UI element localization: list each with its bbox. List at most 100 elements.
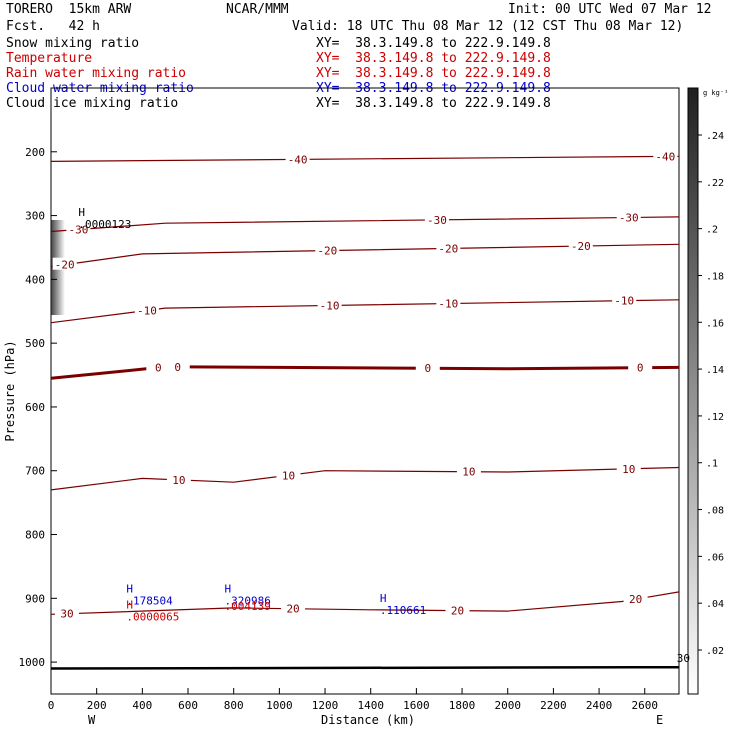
legend-rain-xy: XY= 38.3.149.8 to 222.9.149.8 bbox=[316, 66, 551, 81]
maximum-label: .320986 bbox=[225, 594, 271, 607]
contour-label-bg bbox=[146, 360, 171, 373]
contour-label-bg bbox=[134, 303, 159, 316]
maximum-label: .004139 bbox=[225, 600, 271, 613]
temp-contour--30 bbox=[50, 216, 680, 233]
maximum-label: 30 bbox=[677, 652, 690, 665]
temp-contour--20 bbox=[50, 243, 680, 268]
contour-label-bg bbox=[281, 601, 306, 614]
plot-frame bbox=[50, 87, 680, 695]
x-tick-label: 2600 bbox=[631, 699, 658, 712]
x-tick-label: 1400 bbox=[357, 699, 384, 712]
maximum-label: H bbox=[78, 206, 85, 219]
contour-label: -10 bbox=[614, 295, 634, 308]
colorbar-tick-label: .14 bbox=[706, 365, 724, 376]
y-tick-label: 900 bbox=[25, 592, 45, 605]
x-tick-label: 400 bbox=[132, 699, 152, 712]
contour-label-bg bbox=[166, 472, 191, 485]
contour-label: 10 bbox=[622, 463, 635, 476]
maximum-label: H bbox=[126, 582, 133, 595]
contour-label: 20 bbox=[629, 593, 642, 606]
y-tick-label: 700 bbox=[25, 465, 45, 478]
contour-label: 20 bbox=[286, 603, 299, 616]
maximum-label: H bbox=[225, 582, 232, 595]
temp-contour-10 bbox=[50, 466, 680, 491]
x-tick-label: 1600 bbox=[403, 699, 430, 712]
contour-label: -30 bbox=[427, 214, 447, 227]
forecast-hour: Fcst. 42 h bbox=[6, 19, 100, 34]
contour-label-bg bbox=[568, 239, 593, 252]
maximum-label: .110661 bbox=[380, 604, 426, 617]
colorbar-tick-label: .24 bbox=[706, 131, 724, 142]
y-axis-label: Pressure (hPa) bbox=[3, 340, 17, 441]
ground-line bbox=[50, 665, 680, 670]
contour-label: -20 bbox=[317, 245, 337, 258]
contour-label: 0 bbox=[174, 361, 181, 374]
legend-temp-xy: XY= 38.3.149.8 to 222.9.149.8 bbox=[316, 51, 551, 66]
contour-label-bg bbox=[456, 464, 481, 477]
center-title: NCAR/MMM bbox=[226, 2, 289, 17]
legend-cloudice-xy: XY= 38.3.149.8 to 222.9.149.8 bbox=[316, 96, 551, 111]
maximum-label: H bbox=[126, 598, 133, 611]
contour-label: -40 bbox=[288, 153, 308, 166]
contour-label-bg bbox=[276, 468, 301, 481]
model-title: TORERO 15km ARW bbox=[6, 2, 132, 17]
x-tick-label: 0 bbox=[48, 699, 55, 712]
contour-label: 0 bbox=[637, 362, 644, 375]
x-tick-label: 1000 bbox=[266, 699, 293, 712]
maximum-label: .178504 bbox=[126, 594, 173, 607]
contour-label-bg bbox=[623, 592, 648, 605]
x-tick-label: 800 bbox=[224, 699, 244, 712]
colorbar-tick-label: .04 bbox=[706, 599, 724, 610]
x-axis-label: Distance (km) bbox=[321, 713, 415, 727]
x-tick-label: 1800 bbox=[449, 699, 476, 712]
contour-label: 30 bbox=[60, 608, 73, 621]
contour-label-bg bbox=[415, 361, 440, 374]
x-tick-label: 200 bbox=[87, 699, 107, 712]
maximum-label: .0000065 bbox=[126, 610, 179, 623]
contour-label: -10 bbox=[438, 298, 458, 311]
contour-label: -20 bbox=[438, 242, 458, 255]
contour-label-bg bbox=[436, 296, 461, 309]
contour-label-bg bbox=[317, 298, 342, 311]
y-tick-label: 200 bbox=[25, 146, 45, 159]
legend-temp-label: Temperature bbox=[6, 51, 93, 66]
x-tick-label: 1200 bbox=[312, 699, 339, 712]
y-tick-label: 1000 bbox=[19, 656, 46, 669]
y-tick-label: 400 bbox=[25, 273, 45, 286]
y-tick-label: 300 bbox=[25, 210, 45, 223]
maximum-label: H bbox=[380, 592, 387, 605]
contour-label: 20 bbox=[451, 605, 464, 618]
contour-label-bg bbox=[616, 210, 641, 223]
colorbar-tick-label: .08 bbox=[706, 506, 724, 517]
init-time: Init: 00 UTC Wed 07 Mar 12 bbox=[508, 2, 712, 17]
colorbar-tick-label: .02 bbox=[706, 646, 724, 657]
contour-label-bg bbox=[424, 212, 449, 225]
colorbar-tick-label: .06 bbox=[706, 552, 724, 563]
y-tick-label: 500 bbox=[25, 337, 45, 350]
x-tick-label: 2000 bbox=[494, 699, 521, 712]
contour-label-bg bbox=[52, 257, 77, 270]
colorbar-tick-label: .16 bbox=[706, 318, 724, 329]
contour-label: -40 bbox=[655, 150, 675, 163]
y-tick-label: 800 bbox=[25, 529, 45, 542]
colorbar bbox=[687, 87, 699, 695]
contour-label-bg bbox=[285, 152, 310, 165]
contour-label: -10 bbox=[320, 299, 340, 312]
x-tick-label: 600 bbox=[178, 699, 198, 712]
contour-label: 0 bbox=[424, 362, 431, 375]
maximum-label: .0000123 bbox=[78, 218, 131, 231]
contour-label: -30 bbox=[619, 211, 639, 224]
legend-cloudice-label: Cloud ice mixing ratio bbox=[6, 96, 179, 111]
contour-label: -20 bbox=[571, 240, 591, 253]
contour-label-bg bbox=[66, 222, 91, 235]
y-tick-label: 600 bbox=[25, 401, 45, 414]
contour-label: 10 bbox=[462, 466, 475, 479]
contour-label-bg bbox=[628, 360, 653, 373]
colorbar-tick-label: .12 bbox=[706, 412, 724, 423]
valid-time: Valid: 18 UTC Thu 08 Mar 12 (12 CST Thu … bbox=[292, 19, 684, 34]
colorbar-tick-label: .1 bbox=[706, 459, 718, 470]
legend-snow-xy: XY= 38.3.149.8 to 222.9.149.8 bbox=[316, 36, 551, 51]
legend-rain-label: Rain water mixing ratio bbox=[6, 66, 187, 81]
west-label: W bbox=[88, 713, 96, 727]
